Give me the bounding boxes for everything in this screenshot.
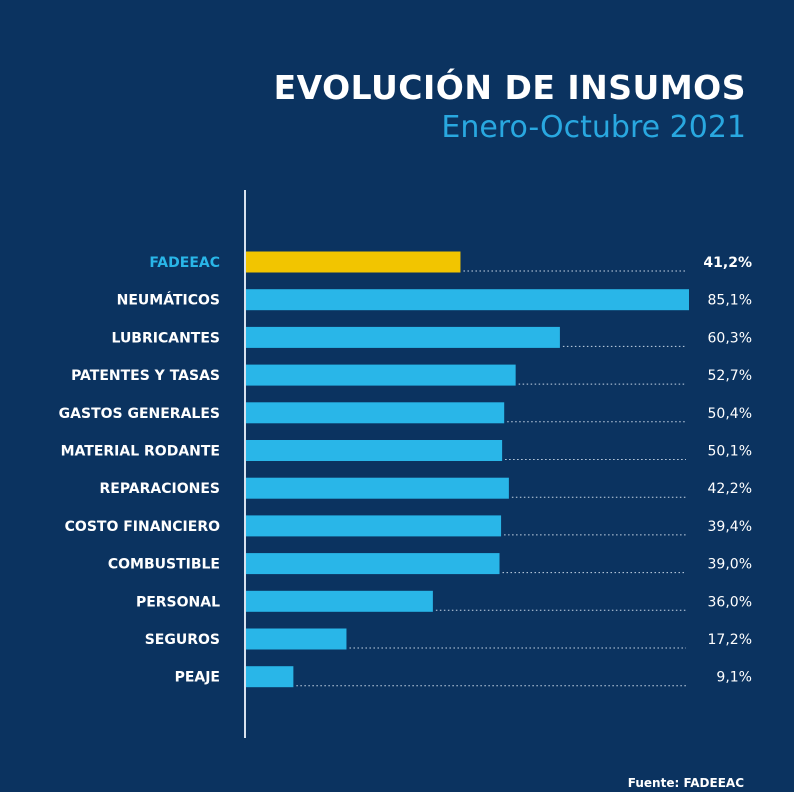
chart-title: EVOLUCIÓN DE INSUMOS xyxy=(273,68,746,107)
source-note: Fuente: FADEEAC xyxy=(627,776,744,790)
bar xyxy=(246,477,509,499)
value-label: 17,2% xyxy=(708,632,752,648)
value-label: 36,0% xyxy=(708,594,752,610)
category-label: NEUMÁTICOS xyxy=(117,292,220,309)
value-label: 50,4% xyxy=(708,406,752,422)
category-label: SEGUROS xyxy=(145,632,220,648)
value-label: 42,2% xyxy=(708,481,752,497)
bar xyxy=(246,515,502,537)
bar xyxy=(246,364,516,386)
bar xyxy=(246,553,500,575)
value-label: 60,3% xyxy=(708,330,752,346)
bar xyxy=(246,326,560,348)
category-label: COMBUSTIBLE xyxy=(108,557,220,573)
value-label: 50,1% xyxy=(708,444,752,460)
category-label: REPARACIONES xyxy=(99,481,220,497)
category-label: MATERIAL RODANTE xyxy=(61,444,220,460)
bar xyxy=(246,289,689,311)
category-label: FADEEAC xyxy=(149,255,220,271)
bar xyxy=(246,628,347,650)
category-label: PEAJE xyxy=(175,670,220,686)
value-label: 39,0% xyxy=(708,557,752,573)
category-label: PERSONAL xyxy=(136,594,220,610)
bar xyxy=(246,251,461,273)
category-label: LUBRICANTES xyxy=(112,330,220,346)
value-label: 41,2% xyxy=(703,255,752,271)
category-label: GASTOS GENERALES xyxy=(59,406,220,422)
bar xyxy=(246,440,503,461)
value-label: 85,1% xyxy=(708,293,752,309)
value-label: 9,1% xyxy=(716,670,752,686)
category-label: COSTO FINANCIERO xyxy=(65,519,220,535)
bar xyxy=(246,590,433,612)
category-label: PATENTES Y TASAS xyxy=(71,368,220,384)
value-label: 39,4% xyxy=(708,519,752,535)
value-label: 52,7% xyxy=(708,368,752,384)
bar xyxy=(246,666,294,688)
bar xyxy=(246,402,505,424)
chart-subtitle: Enero-Octubre 2021 xyxy=(441,110,746,145)
